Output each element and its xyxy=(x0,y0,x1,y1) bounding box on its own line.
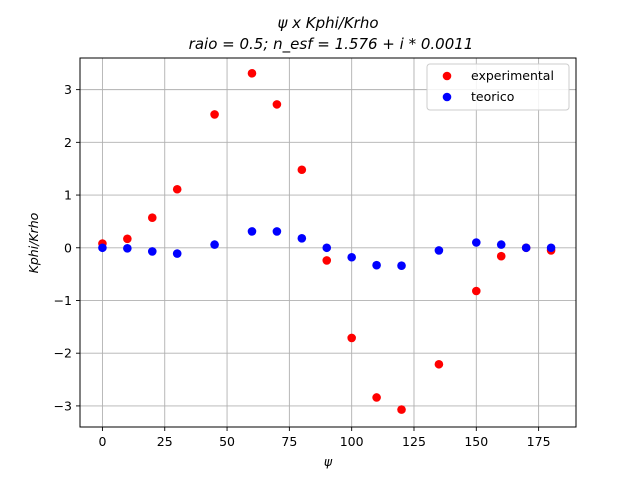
data-point-experimental xyxy=(123,234,132,244)
data-points xyxy=(98,68,556,414)
x-axis-ticks: 0 25 50 75 100 125 150 175 xyxy=(98,427,551,449)
data-point-experimental xyxy=(347,333,356,343)
chart-title-line1: ψ x Kphi/Krho xyxy=(277,14,378,32)
data-point-experimental xyxy=(397,405,406,414)
data-point-experimental xyxy=(147,213,157,223)
y-axis-label: Kphi/Krho xyxy=(26,212,41,273)
data-point-experimental xyxy=(297,165,307,175)
legend-marker-teorico xyxy=(442,92,452,102)
data-point-teorico xyxy=(472,238,481,247)
data-point-teorico xyxy=(147,247,157,256)
legend-box xyxy=(426,63,570,111)
data-point-teorico xyxy=(247,227,257,236)
data-point-teorico xyxy=(123,243,132,253)
data-point-teorico xyxy=(434,246,444,255)
data-point-teorico xyxy=(347,252,356,262)
x-tick-label: 175 xyxy=(527,434,551,449)
data-point-experimental xyxy=(172,184,182,194)
x-axis-label: ψ xyxy=(324,454,333,469)
data-point-teorico xyxy=(521,243,531,253)
y-tick-label: 2 xyxy=(64,135,72,150)
y-tick-label: 1 xyxy=(64,188,72,203)
chart-title-line2: raio = 0.5; n_esf = 1.576 + i * 0.0011 xyxy=(189,35,474,54)
y-tick-label: −3 xyxy=(54,398,72,413)
x-tick-label: 100 xyxy=(340,434,364,449)
data-point-teorico xyxy=(210,240,219,249)
data-point-teorico xyxy=(372,260,381,270)
data-point-experimental xyxy=(496,251,506,261)
data-point-teorico xyxy=(172,249,182,258)
data-point-teorico xyxy=(496,240,506,249)
x-tick-label: 0 xyxy=(98,434,106,449)
grid-lines xyxy=(80,58,576,427)
data-point-experimental xyxy=(472,286,481,296)
x-tick-label: 125 xyxy=(402,434,426,449)
x-tick-label: 150 xyxy=(464,434,488,449)
x-tick-label: 25 xyxy=(157,434,173,449)
y-tick-label: −1 xyxy=(54,293,72,308)
data-point-experimental xyxy=(434,359,444,369)
legend-label-experimental: experimental xyxy=(471,68,554,83)
data-point-experimental xyxy=(372,393,381,402)
data-point-teorico xyxy=(322,243,332,253)
data-point-experimental xyxy=(247,68,257,78)
legend: experimental teorico xyxy=(426,63,570,111)
x-tick-label: 75 xyxy=(281,434,297,449)
y-tick-label: 3 xyxy=(64,82,72,97)
y-tick-label: −2 xyxy=(54,346,72,361)
data-point-teorico xyxy=(546,243,556,253)
data-point-experimental xyxy=(210,110,219,119)
legend-marker-experimental xyxy=(442,71,452,81)
data-point-teorico xyxy=(397,261,406,270)
data-point-experimental xyxy=(272,100,282,109)
y-axis-ticks: −3 −2 −1 0 1 2 3 xyxy=(54,82,80,413)
data-point-teorico xyxy=(98,243,107,253)
y-tick-label: 0 xyxy=(64,240,72,255)
x-tick-label: 50 xyxy=(219,434,235,449)
plot-area-frame xyxy=(79,57,577,428)
legend-label-teorico: teorico xyxy=(471,89,514,104)
data-point-teorico xyxy=(272,227,282,236)
data-point-experimental xyxy=(322,256,332,265)
data-point-teorico xyxy=(297,233,307,243)
